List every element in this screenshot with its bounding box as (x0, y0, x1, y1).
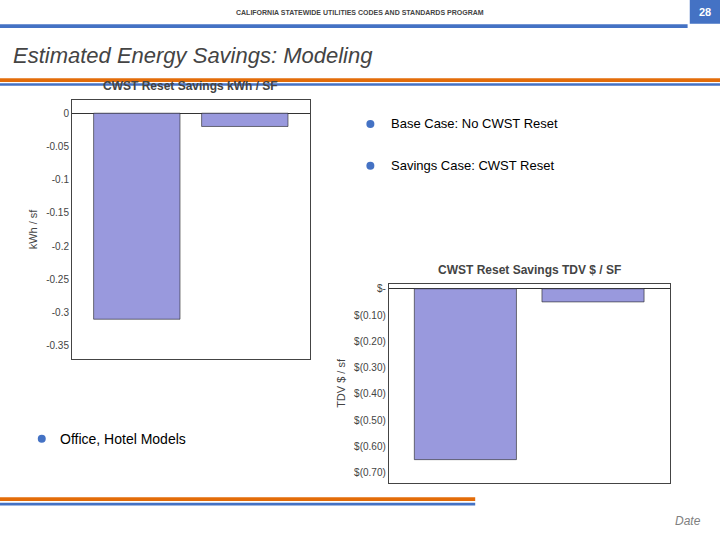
svg-text:-0.1: -0.1 (52, 174, 70, 185)
svg-text:-0.3: -0.3 (52, 307, 70, 318)
svg-text:$(0.10): $(0.10) (354, 310, 386, 321)
svg-text:CWST Reset Savings TDV $ / SF: CWST Reset Savings TDV $ / SF (438, 263, 621, 277)
svg-text:$-: $- (377, 283, 386, 294)
svg-text:-0.35: -0.35 (46, 340, 69, 351)
svg-text:-0.25: -0.25 (46, 274, 69, 285)
svg-text:$(0.60): $(0.60) (354, 441, 386, 452)
svg-text:Base Case: No CWST Reset: Base Case: No CWST Reset (391, 116, 558, 131)
svg-text:-0.15: -0.15 (46, 207, 69, 218)
svg-text:kWh / sf: kWh / sf (27, 209, 39, 250)
svg-text:$(0.70): $(0.70) (354, 467, 386, 478)
svg-text:Office, Hotel Models: Office, Hotel Models (60, 431, 186, 447)
svg-text:$(0.40): $(0.40) (354, 388, 386, 399)
svg-text:$(0.50): $(0.50) (354, 415, 386, 426)
svg-text:-0.05: -0.05 (46, 141, 69, 152)
svg-text:Estimated Energy Savings: Mode: Estimated Energy Savings: Modeling (13, 43, 373, 68)
svg-text:$(0.30): $(0.30) (354, 362, 386, 373)
svg-text:28: 28 (699, 6, 711, 18)
svg-text:0: 0 (63, 108, 69, 119)
svg-text:-0.2: -0.2 (52, 241, 70, 252)
svg-text:Savings Case: CWST Reset: Savings Case: CWST Reset (391, 158, 554, 173)
svg-text:Date: Date (675, 514, 701, 528)
svg-text:TDV $ / sf: TDV $ / sf (335, 358, 347, 408)
svg-text:CWST Reset Savings kWh / SF: CWST Reset Savings kWh / SF (103, 79, 278, 93)
svg-text:$(0.20): $(0.20) (354, 336, 386, 347)
svg-text:CALIFORNIA STATEWIDE UTILITIES: CALIFORNIA STATEWIDE UTILITIES CODES AND… (236, 9, 484, 16)
